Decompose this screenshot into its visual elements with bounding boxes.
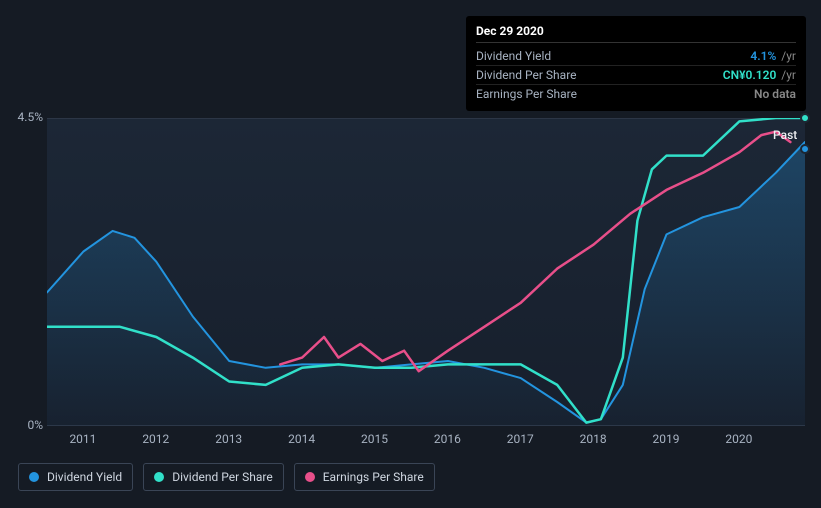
tooltip-row-label: Dividend Per Share (476, 68, 577, 82)
legend-item-label: Dividend Per Share (172, 470, 273, 484)
y-axis-label: 4.5% (18, 110, 43, 124)
x-axis-label: 2019 (653, 432, 680, 446)
x-axis-label: 2020 (725, 432, 752, 446)
tooltip-row: Dividend Yield 4.1% /yr (476, 47, 796, 66)
legend-dot-icon (29, 472, 39, 482)
series-end-marker-icon (800, 144, 810, 154)
tooltip-row-value: CN¥0.120 /yr (723, 68, 796, 82)
tooltip-row-label: Dividend Yield (476, 49, 551, 63)
tooltip-row-label: Earnings Per Share (476, 87, 577, 101)
series-end-marker-icon (800, 113, 810, 123)
tooltip-date: Dec 29 2020 (476, 24, 796, 43)
x-axis-label: 2018 (580, 432, 607, 446)
tooltip-row-value: No data (754, 87, 796, 101)
tooltip-row: Earnings Per Share No data (476, 85, 796, 103)
x-axis-label: 2013 (215, 432, 242, 446)
chart-container: Dec 29 2020 Dividend Yield4.1% /yrDivide… (0, 0, 821, 508)
legend-dot-icon (305, 472, 315, 482)
chart-tooltip: Dec 29 2020 Dividend Yield4.1% /yrDivide… (466, 16, 806, 111)
legend-item[interactable]: Earnings Per Share (294, 463, 435, 491)
legend-item-label: Earnings Per Share (323, 470, 424, 484)
y-axis-label: 0% (27, 418, 43, 432)
tooltip-row-value: 4.1% /yr (750, 49, 796, 63)
past-label: Past (773, 128, 797, 142)
x-axis-label: 2017 (507, 432, 534, 446)
x-axis-label: 2015 (361, 432, 388, 446)
legend-item[interactable]: Dividend Per Share (143, 463, 284, 491)
x-axis-label: 2016 (434, 432, 461, 446)
chart-plot[interactable] (47, 118, 805, 426)
legend-item-label: Dividend Yield (47, 470, 122, 484)
x-axis-label: 2011 (69, 432, 96, 446)
x-axis-label: 2012 (142, 432, 169, 446)
legend: Dividend Yield Dividend Per Share Earnings… (18, 463, 435, 491)
legend-item[interactable]: Dividend Yield (18, 463, 133, 491)
x-axis-label: 2014 (288, 432, 315, 446)
legend-dot-icon (154, 472, 164, 482)
tooltip-row: Dividend Per Share CN¥0.120 /yr (476, 66, 796, 85)
tooltip-rows: Dividend Yield 4.1% /yr Dividend Per Share… (476, 47, 796, 103)
